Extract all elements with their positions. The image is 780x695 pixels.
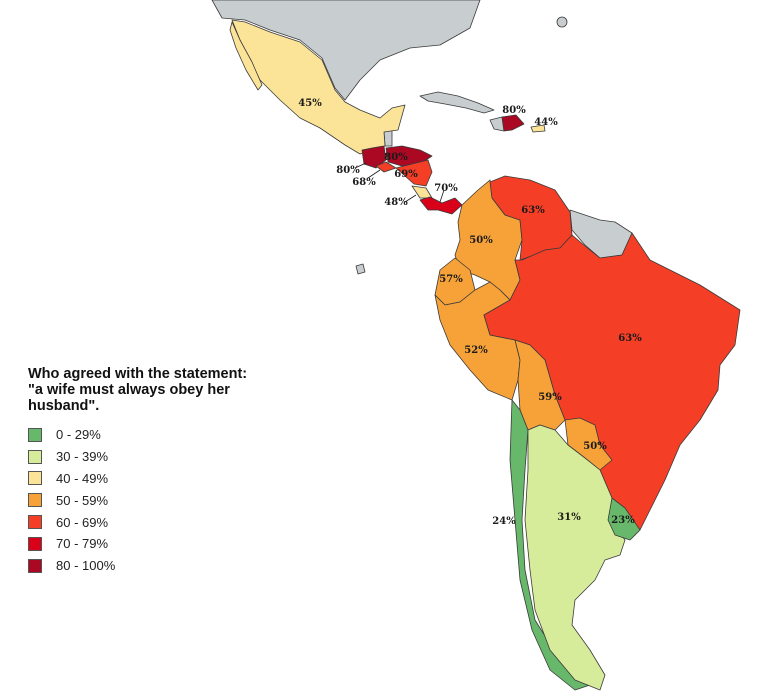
map-label-brazil: 63% bbox=[618, 333, 642, 344]
no-data-bermuda bbox=[556, 16, 568, 28]
region-costa-rica bbox=[411, 185, 433, 199]
legend-label: 0 - 29% bbox=[56, 427, 101, 443]
region-nicaragua bbox=[395, 159, 433, 187]
no-data-north-america bbox=[211, 0, 481, 101]
legend-item: 0 - 29% bbox=[28, 424, 288, 446]
map-label-honduras: 80% bbox=[384, 152, 408, 163]
legend-label: 50 - 59% bbox=[56, 492, 109, 508]
map-label-dominican-republic: 80% bbox=[502, 105, 526, 116]
legend-swatch bbox=[28, 558, 42, 573]
region-argentina bbox=[524, 424, 626, 691]
legend-label: 80 - 100% bbox=[56, 558, 116, 574]
map-label-chile: 24% bbox=[492, 516, 516, 527]
legend-item: 60 - 69% bbox=[28, 511, 288, 533]
no-data-cuba bbox=[419, 91, 495, 114]
legend-swatch bbox=[28, 471, 42, 486]
map-label-jamaica: 44% bbox=[534, 117, 558, 128]
legend-item: 30 - 39% bbox=[28, 446, 288, 468]
legend-label: 30 - 39% bbox=[56, 449, 109, 465]
legend-item: 70 - 79% bbox=[28, 533, 288, 555]
map-label-nicaragua: 69% bbox=[394, 169, 418, 180]
map-label-uruguay: 23% bbox=[611, 515, 635, 526]
leader-line-el-salvador bbox=[367, 169, 381, 179]
region-dominican-republic bbox=[501, 114, 525, 132]
region-jamaica bbox=[530, 124, 546, 133]
legend-label: 60 - 69% bbox=[56, 514, 109, 530]
legend-item: 40 - 49% bbox=[28, 468, 288, 490]
legend: Who agreed with the statement: "a wife m… bbox=[28, 366, 288, 577]
map-label-panama: 70% bbox=[434, 183, 458, 194]
legend-swatch bbox=[28, 493, 42, 508]
legend-swatch bbox=[28, 515, 42, 530]
legend-title-line: "a wife must always obey her bbox=[28, 382, 230, 398]
map-label-venezuela: 63% bbox=[521, 205, 545, 216]
legend-title: Who agreed with the statement: "a wife m… bbox=[28, 366, 288, 414]
map-label-mexico: 45% bbox=[298, 98, 322, 109]
map-label-guatemala: 80% bbox=[336, 165, 360, 176]
region-mexico bbox=[231, 19, 406, 155]
legend-label: 70 - 79% bbox=[56, 536, 109, 552]
map-label-argentina: 31% bbox=[557, 512, 581, 523]
legend-title-line: Who agreed with the statement: bbox=[28, 366, 248, 382]
legend-swatch bbox=[28, 449, 42, 464]
leader-line-panama bbox=[439, 189, 445, 203]
legend-title-line: husband". bbox=[28, 398, 100, 414]
map-label-peru: 52% bbox=[464, 345, 488, 356]
map-label-costa-rica: 48% bbox=[384, 197, 408, 208]
map-label-bolivia: 59% bbox=[538, 392, 562, 403]
legend-item: 50 - 59% bbox=[28, 489, 288, 511]
legend-swatch bbox=[28, 536, 42, 551]
no-data-galapagos bbox=[355, 263, 366, 275]
map-label-ecuador: 57% bbox=[439, 274, 463, 285]
leader-line-costa-rica bbox=[404, 194, 417, 203]
map-label-el-salvador: 68% bbox=[352, 177, 376, 188]
legend-label: 40 - 49% bbox=[56, 470, 109, 486]
region-mexico-baja bbox=[229, 21, 263, 91]
legend-swatch bbox=[28, 427, 42, 442]
map-label-paraguay: 50% bbox=[583, 441, 607, 452]
region-uruguay bbox=[607, 497, 641, 541]
map-label-colombia: 50% bbox=[469, 235, 493, 246]
leader-line-guatemala bbox=[354, 162, 367, 169]
region-honduras bbox=[385, 145, 433, 167]
legend-item: 80 - 100% bbox=[28, 555, 288, 577]
